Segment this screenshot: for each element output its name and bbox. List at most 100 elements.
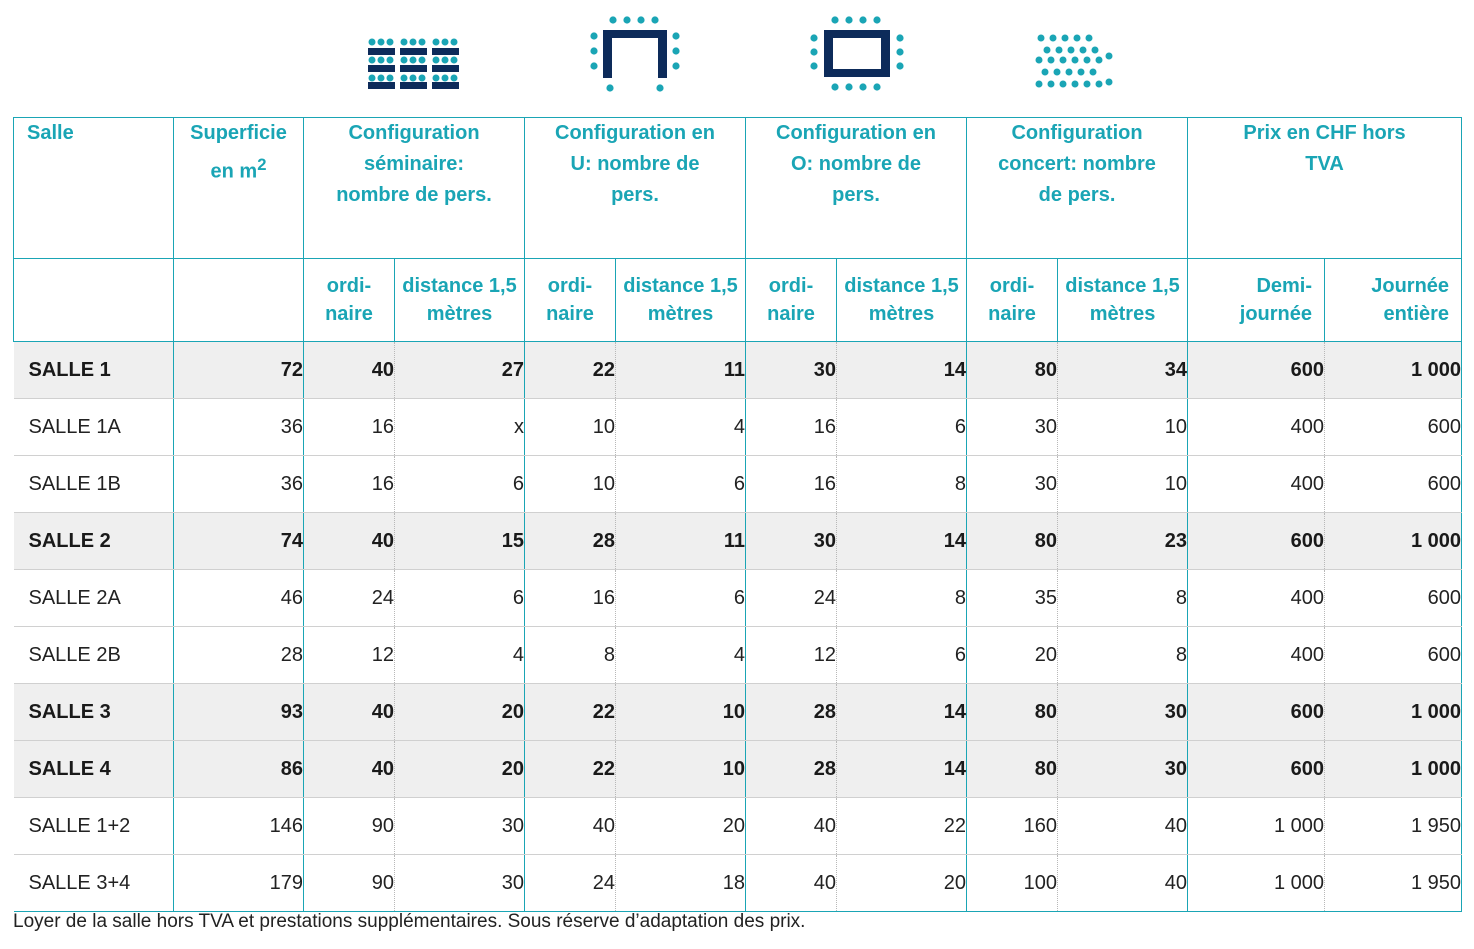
concert-distance-cell: 30 (1057, 683, 1188, 741)
demi-journee-price-cell: 600 (1187, 740, 1325, 798)
col-header-prix: Prix en CHF hors TVA (1187, 117, 1463, 259)
area-cell: 146 (173, 797, 304, 855)
journee-entiere-price-cell: 600 (1324, 626, 1463, 684)
seminaire-distance-cell: 27 (394, 341, 525, 399)
table-header-row: Salle Superficie en m2 Configuration sém… (13, 117, 1463, 259)
col-header-seminaire: Configuration séminaire: nombre de pers. (303, 117, 525, 259)
subheader-u-ordinaire: ordi- naire (524, 258, 616, 342)
table-row: SALLE 1B 36 16 6 10 6 16 8 30 10 400 600 (13, 455, 1463, 513)
o-ordinaire-cell: 40 (745, 797, 837, 855)
u-distance-cell: 11 (614, 512, 746, 570)
demi-journee-price-cell: 400 (1187, 626, 1325, 684)
seminaire-ordinaire-cell: 24 (303, 569, 395, 627)
seminaire-ordinaire-cell: 40 (303, 341, 395, 399)
table-row: SALLE 3 93 40 20 22 10 28 14 80 30 600 1 000 (13, 683, 1463, 741)
concert-layout-icon (1035, 34, 1113, 88)
u-ordinaire-cell: 40 (524, 797, 616, 855)
concert-distance-cell: 34 (1057, 341, 1188, 399)
seminaire-distance-cell: x (394, 398, 525, 456)
u-ordinaire-cell: 22 (524, 683, 616, 741)
journee-entiere-price-cell: 1 950 (1324, 854, 1463, 912)
seminaire-distance-cell: 6 (394, 455, 525, 513)
concert-ordinaire-cell: 20 (966, 626, 1058, 684)
room-name-cell: SALLE 1+2 (13, 797, 174, 855)
room-name-cell: SALLE 4 (13, 740, 174, 798)
u-ordinaire-cell: 8 (524, 626, 616, 684)
u-distance-cell: 6 (614, 569, 746, 627)
subheader-empty-salle (13, 258, 174, 342)
room-name-cell: SALLE 2B (13, 626, 174, 684)
demi-journee-price-cell: 600 (1187, 683, 1325, 741)
concert-distance-cell: 10 (1057, 455, 1188, 513)
seminaire-distance-cell: 30 (394, 854, 525, 912)
demi-journee-price-cell: 400 (1187, 398, 1325, 456)
area-cell: 179 (173, 854, 304, 912)
concert-ordinaire-cell: 80 (966, 683, 1058, 741)
footnote: Loyer de la salle hors TVA et prestation… (13, 911, 806, 932)
concert-distance-cell: 8 (1057, 626, 1188, 684)
table-row: SALLE 2B 28 12 4 8 4 12 6 20 8 400 600 (13, 626, 1463, 684)
demi-journee-price-cell: 1 000 (1187, 854, 1325, 912)
table-row: SALLE 1A 36 16 x 10 4 16 6 30 10 400 600 (13, 398, 1463, 456)
concert-ordinaire-cell: 80 (966, 512, 1058, 570)
room-rates-table: Salle Superficie en m2 Configuration sém… (13, 117, 1463, 912)
o-distance-cell: 14 (836, 740, 967, 798)
u-distance-cell: 20 (614, 797, 746, 855)
col-header-u-shape: Configuration en U: nombre de pers. (523, 117, 747, 259)
area-cell: 28 (173, 626, 304, 684)
table-row: SALLE 1+2 146 90 30 40 20 40 22 160 40 1 000 1 950 (13, 797, 1463, 855)
o-ordinaire-cell: 24 (745, 569, 837, 627)
col-header-concert: Configuration concert: nombre de pers. (966, 117, 1189, 259)
subheader-o-ordinaire: ordi- naire (745, 258, 838, 342)
concert-ordinaire-cell: 80 (966, 740, 1058, 798)
subheader-demi-journee: Demi- journée (1187, 258, 1326, 342)
seminar-layout-icon (368, 38, 459, 89)
seminaire-ordinaire-cell: 40 (303, 740, 395, 798)
journee-entiere-price-cell: 1 000 (1324, 740, 1463, 798)
o-ordinaire-cell: 12 (745, 626, 837, 684)
u-ordinaire-cell: 22 (524, 341, 616, 399)
concert-distance-cell: 40 (1057, 854, 1188, 912)
u-shape-layout-icon (590, 16, 680, 92)
u-distance-cell: 4 (614, 398, 746, 456)
demi-journee-price-cell: 600 (1187, 341, 1325, 399)
subheader-o-distance: distance 1,5 mètres (836, 258, 968, 342)
o-distance-cell: 14 (836, 512, 967, 570)
seminaire-ordinaire-cell: 90 (303, 797, 395, 855)
journee-entiere-price-cell: 1 000 (1324, 512, 1463, 570)
room-name-cell: SALLE 3 (13, 683, 174, 741)
seminaire-ordinaire-cell: 90 (303, 854, 395, 912)
area-cell: 46 (173, 569, 304, 627)
concert-distance-cell: 40 (1057, 797, 1188, 855)
seminaire-ordinaire-cell: 16 (303, 398, 395, 456)
table-row: SALLE 1 72 40 27 22 11 30 14 80 34 600 1 000 (13, 341, 1463, 399)
subheader-seminaire-distance: distance 1,5 mètres (394, 258, 525, 342)
o-ordinaire-cell: 30 (745, 341, 837, 399)
concert-ordinaire-cell: 80 (966, 341, 1058, 399)
table-row: SALLE 3+4 179 90 30 24 18 40 20 100 40 1 000 1 950 (13, 854, 1463, 912)
room-name-cell: SALLE 1B (13, 455, 174, 513)
room-name-cell: SALLE 3+4 (13, 854, 174, 912)
u-ordinaire-cell: 16 (524, 569, 616, 627)
concert-distance-cell: 8 (1057, 569, 1188, 627)
superficie-superscript: 2 (257, 155, 267, 174)
seminaire-ordinaire-cell: 16 (303, 455, 395, 513)
u-ordinaire-cell: 10 (524, 398, 616, 456)
subheader-journee-entiere: Journée entière (1324, 258, 1463, 342)
room-name-cell: SALLE 1 (13, 341, 174, 399)
o-ordinaire-cell: 40 (745, 854, 837, 912)
o-distance-cell: 6 (836, 626, 967, 684)
table-subheader-row: ordi- naire distance 1,5 mètres ordi- na… (13, 258, 1463, 342)
seminaire-ordinaire-cell: 40 (303, 683, 395, 741)
col-header-superficie: Superficie en m2 (173, 117, 304, 259)
seminaire-distance-cell: 20 (394, 740, 525, 798)
concert-distance-cell: 23 (1057, 512, 1188, 570)
col-header-salle: Salle (13, 117, 174, 259)
demi-journee-price-cell: 400 (1187, 569, 1325, 627)
room-name-cell: SALLE 2 (13, 512, 174, 570)
u-ordinaire-cell: 10 (524, 455, 616, 513)
table-row: SALLE 4 86 40 20 22 10 28 14 80 30 600 1 000 (13, 740, 1463, 798)
concert-ordinaire-cell: 30 (966, 455, 1058, 513)
table-row: SALLE 2 74 40 15 28 11 30 14 80 23 600 1 000 (13, 512, 1463, 570)
o-ordinaire-cell: 28 (745, 683, 837, 741)
